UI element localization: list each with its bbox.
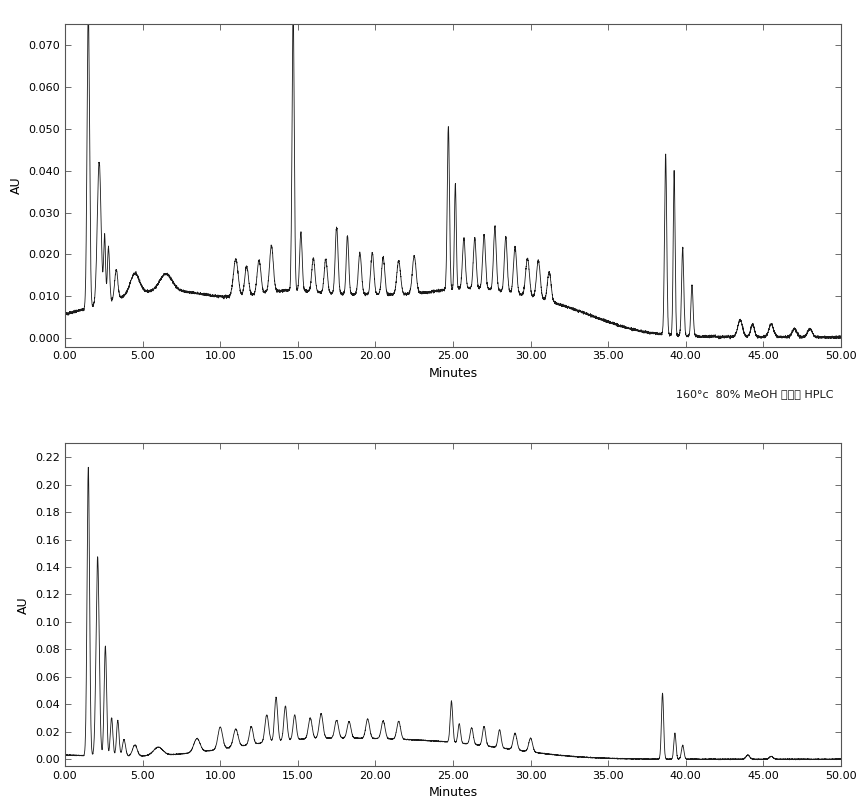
Text: 160°c  80% MeOH 추출물 HPLC: 160°c 80% MeOH 추출물 HPLC — [675, 389, 833, 398]
Y-axis label: AU: AU — [16, 596, 29, 614]
X-axis label: Minutes: Minutes — [428, 367, 478, 380]
X-axis label: Minutes: Minutes — [428, 787, 478, 798]
Y-axis label: AU: AU — [10, 176, 23, 194]
